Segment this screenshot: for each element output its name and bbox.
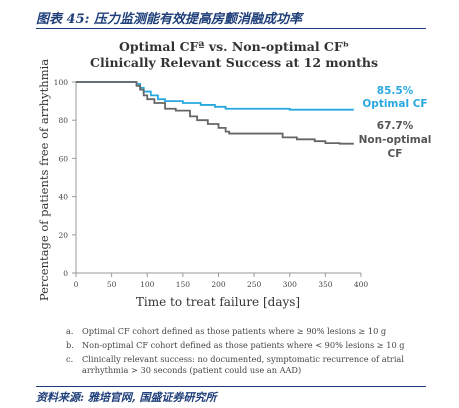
y-tick-label: 20 xyxy=(58,231,68,240)
series-line-optimal-cf xyxy=(76,81,354,111)
series-line-non-optimal-cf xyxy=(76,81,354,145)
x-tick-label: 200 xyxy=(211,280,226,289)
header-divider xyxy=(36,28,426,29)
y-tick-label: 80 xyxy=(58,116,68,125)
optimal-cf-value-label: 85.5% xyxy=(377,85,414,97)
x-tick-label: 0 xyxy=(74,280,79,289)
non-optimal-cf-value-label: 67.7% xyxy=(377,120,414,132)
x-tick-label: 50 xyxy=(107,280,117,289)
y-tick-label: 100 xyxy=(54,78,69,87)
figure-label: 图表 45: 压力监测能有效提高房颤消融成功率 xyxy=(36,12,302,27)
footnotes: a. Optimal CF cohort defined as those pa… xyxy=(66,326,436,379)
footnote-key: c. xyxy=(66,354,74,364)
footer-divider xyxy=(36,386,426,387)
footnote-text: Non-optimal CF cohort defined as those p… xyxy=(82,340,405,350)
footnote-a: a. Optimal CF cohort defined as those pa… xyxy=(66,326,436,337)
non-optimal-cf-name-label-1: Non-optimal xyxy=(359,134,432,146)
y-tick-label: 40 xyxy=(58,193,68,202)
footnote-b: b. Non-optimal CF cohort defined as thos… xyxy=(66,340,436,351)
x-axis-label: Time to treat failure [days] xyxy=(136,295,300,309)
chart-title-line1: Optimal CFª vs. Non-optimal CFᵇ xyxy=(119,39,349,54)
optimal-cf-name-label: Optimal CF xyxy=(362,98,427,110)
non-optimal-cf-name-label-2: CF xyxy=(388,148,403,160)
footnote-text: Optimal CF cohort defined as those patie… xyxy=(82,326,387,336)
y-tick-label: 0 xyxy=(63,269,68,278)
x-tick-label: 350 xyxy=(318,280,333,289)
x-tick-label: 250 xyxy=(247,280,262,289)
y-tick-label: 60 xyxy=(58,154,68,163)
chart: Optimal CFª vs. Non-optimal CFᵇ Clinical… xyxy=(37,39,432,309)
footnote-key: b. xyxy=(66,340,74,350)
y-ticks: 0 20 40 60 80 100 xyxy=(54,78,76,278)
x-ticks: 0 50 100 150 200 250 300 350 400 xyxy=(74,273,369,289)
chart-title-line2: Clinically Relevant Success at 12 months xyxy=(90,55,378,70)
figure-header: 图表 45: 压力监测能有效提高房颤消融成功率 xyxy=(0,0,459,30)
x-tick-label: 100 xyxy=(140,280,155,289)
y-axis-label: Percentage of patients free of arrhythmi… xyxy=(37,59,51,301)
x-tick-label: 400 xyxy=(354,280,369,289)
footnote-text: Clinically relevant success: no document… xyxy=(82,354,404,375)
footnote-c: c. Clinically relevant success: no docum… xyxy=(66,354,436,376)
footnote-key: a. xyxy=(66,326,74,336)
x-tick-label: 150 xyxy=(176,280,191,289)
x-tick-label: 300 xyxy=(283,280,298,289)
source-note: 资料来源: 雅培官网, 国盛证券研究所 xyxy=(36,391,217,404)
